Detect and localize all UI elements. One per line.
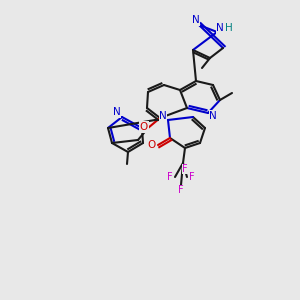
- Text: N: N: [216, 23, 224, 33]
- Text: O: O: [147, 140, 155, 150]
- Text: F: F: [178, 185, 184, 195]
- Text: N: N: [113, 107, 121, 117]
- Text: F: F: [189, 172, 195, 182]
- Text: N: N: [209, 111, 217, 121]
- Text: N: N: [159, 111, 167, 121]
- Text: N: N: [192, 15, 200, 25]
- Text: F: F: [182, 164, 188, 174]
- Text: O: O: [140, 122, 148, 132]
- Text: F: F: [167, 172, 173, 182]
- Text: H: H: [225, 23, 233, 33]
